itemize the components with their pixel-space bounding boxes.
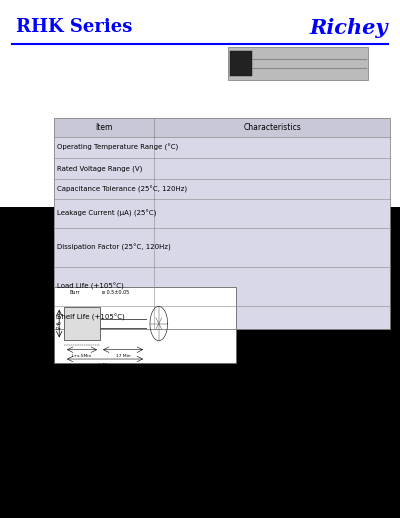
Text: RHK Series: RHK Series — [16, 18, 132, 36]
FancyBboxPatch shape — [12, 8, 164, 41]
Text: Characteristics: Characteristics — [243, 123, 301, 132]
Text: Load Life (+105°C): Load Life (+105°C) — [57, 283, 124, 290]
Text: 17 Min: 17 Min — [116, 354, 130, 358]
FancyBboxPatch shape — [54, 158, 390, 179]
FancyBboxPatch shape — [54, 199, 390, 228]
FancyBboxPatch shape — [54, 228, 390, 267]
FancyBboxPatch shape — [64, 307, 100, 340]
Text: Burr: Burr — [70, 290, 80, 295]
FancyBboxPatch shape — [54, 179, 390, 199]
Text: L Min: L Min — [99, 363, 111, 367]
FancyBboxPatch shape — [54, 118, 390, 137]
FancyBboxPatch shape — [228, 47, 368, 80]
FancyBboxPatch shape — [54, 287, 236, 363]
Text: Operating Temperature Range (°C): Operating Temperature Range (°C) — [57, 144, 178, 151]
FancyBboxPatch shape — [54, 267, 390, 306]
Text: ø 0.5±0.05: ø 0.5±0.05 — [102, 290, 130, 295]
Text: Rated Voltage Range (V): Rated Voltage Range (V) — [57, 165, 142, 171]
Text: L+s.5Min: L+s.5Min — [72, 354, 92, 358]
Text: D: D — [56, 316, 59, 320]
Text: Item: Item — [95, 123, 113, 132]
Text: Leakage Current (μA) (25°C): Leakage Current (μA) (25°C) — [57, 210, 156, 217]
FancyBboxPatch shape — [0, 0, 400, 207]
Text: Dissipation Factor (25°C, 120Hz): Dissipation Factor (25°C, 120Hz) — [57, 244, 171, 251]
Text: φD: φD — [56, 322, 62, 325]
Text: Shelf Life (+105°C): Shelf Life (+105°C) — [57, 314, 125, 321]
FancyBboxPatch shape — [54, 306, 390, 329]
Text: Richey: Richey — [310, 18, 388, 38]
Text: D+: D+ — [56, 327, 63, 330]
Text: Capacitance Tolerance (25°C, 120Hz): Capacitance Tolerance (25°C, 120Hz) — [57, 185, 187, 193]
FancyBboxPatch shape — [230, 51, 252, 76]
FancyBboxPatch shape — [54, 137, 390, 158]
